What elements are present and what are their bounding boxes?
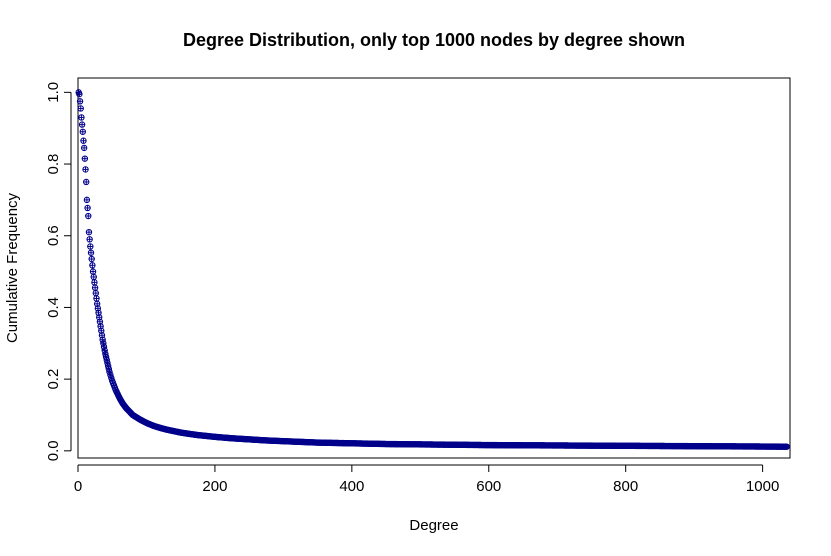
plot-area-frame <box>77 77 791 459</box>
x-tick-label: 800 <box>613 478 638 495</box>
data-point <box>783 443 790 450</box>
y-tick-label: 0.6 <box>45 225 62 246</box>
data-points <box>75 89 790 450</box>
x-tick-label: 200 <box>202 478 227 495</box>
data-point <box>78 121 86 128</box>
data-point <box>89 268 97 275</box>
data-point <box>87 249 95 256</box>
data-point <box>90 273 97 281</box>
data-point <box>99 336 106 343</box>
data-point <box>91 284 99 291</box>
data-point <box>87 243 94 250</box>
y-tick-label: 1.0 <box>45 82 62 103</box>
data-point <box>80 137 87 144</box>
data-point <box>80 144 88 152</box>
x-tick-label: 1000 <box>746 478 779 495</box>
data-point <box>79 128 86 135</box>
data-point <box>81 155 89 162</box>
data-point <box>84 204 91 212</box>
data-point <box>82 166 89 173</box>
chart-title: Degree Distribution, only top 1000 nodes… <box>183 30 685 50</box>
data-point <box>100 343 108 351</box>
x-axis-label: Degree <box>409 517 458 534</box>
data-point <box>78 114 85 121</box>
x-tick-label: 0 <box>74 478 82 495</box>
data-point <box>89 262 96 269</box>
data-point <box>93 295 100 302</box>
data-point <box>88 255 95 263</box>
data-point <box>91 279 98 286</box>
y-tick-label: 0.2 <box>45 369 62 390</box>
data-point <box>92 289 100 297</box>
data-point <box>76 90 83 98</box>
y-axis: 0.0 0.2 0.4 0.6 0.8 1.0 <box>45 82 72 461</box>
data-point <box>77 105 84 112</box>
data-point <box>85 212 92 220</box>
y-axis-label: Cumulative Frequency <box>4 192 21 343</box>
y-tick-label: 0.0 <box>45 440 62 461</box>
data-point <box>83 196 91 204</box>
y-tick-label: 0.4 <box>45 297 62 318</box>
data-point <box>83 178 90 186</box>
data-point <box>101 347 108 354</box>
data-point <box>85 228 93 236</box>
y-tick-label: 0.8 <box>45 154 62 175</box>
data-point <box>96 318 104 325</box>
data-point <box>100 340 107 347</box>
x-axis: 0 200 400 600 800 1000 <box>74 464 779 495</box>
data-point <box>76 98 84 105</box>
x-tick-label: 600 <box>476 478 501 495</box>
x-tick-label: 400 <box>339 478 364 495</box>
data-point <box>86 236 93 243</box>
